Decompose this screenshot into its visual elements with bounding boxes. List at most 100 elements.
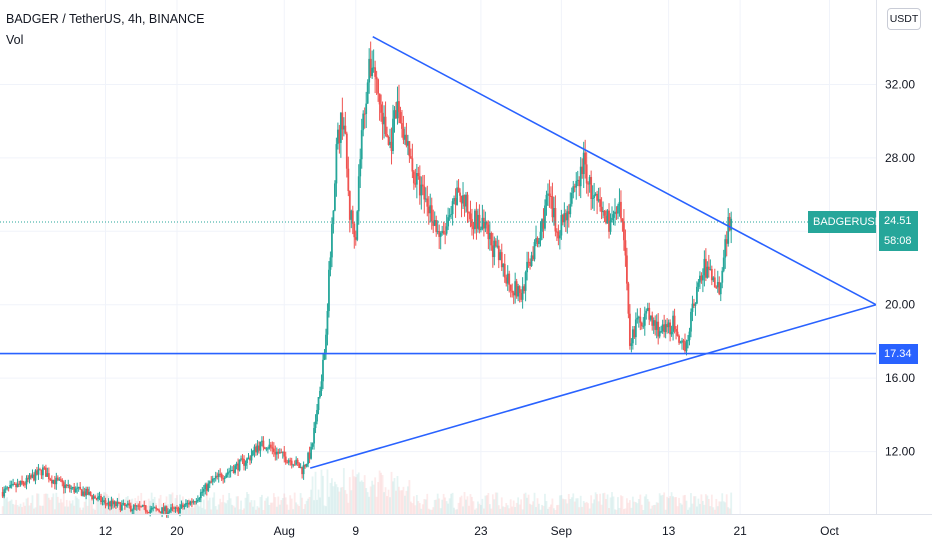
candle-body[interactable] — [193, 501, 196, 503]
candle-body[interactable] — [217, 473, 220, 477]
candle-body[interactable] — [439, 233, 442, 237]
candle-body[interactable] — [347, 168, 350, 192]
candle-body[interactable] — [383, 116, 385, 125]
candle-body[interactable] — [222, 478, 225, 480]
candle-body[interactable] — [371, 67, 374, 77]
candle-body[interactable] — [100, 495, 102, 502]
candle-body[interactable] — [465, 194, 467, 207]
candle-body[interactable] — [700, 275, 703, 281]
candle-body[interactable] — [28, 475, 31, 480]
candle-body[interactable] — [567, 211, 570, 215]
candle-body[interactable] — [305, 463, 308, 467]
candle-body[interactable] — [433, 219, 436, 226]
candle-body[interactable] — [229, 470, 232, 472]
candle-body[interactable] — [59, 479, 62, 481]
candle-body[interactable] — [253, 446, 256, 451]
candle-body[interactable] — [652, 320, 655, 326]
candle-body[interactable] — [561, 215, 564, 223]
candle-body[interactable] — [550, 195, 552, 197]
candle-body[interactable] — [65, 484, 68, 486]
candle-body[interactable] — [265, 448, 268, 450]
candle-body[interactable] — [357, 176, 360, 212]
candle-body[interactable] — [168, 510, 171, 513]
candle-body[interactable] — [684, 342, 686, 352]
candle-body[interactable] — [6, 487, 9, 489]
candle-body[interactable] — [180, 504, 183, 508]
candle-body[interactable] — [564, 213, 567, 221]
candle-body[interactable] — [351, 210, 354, 224]
candle-body[interactable] — [663, 324, 666, 333]
candle-body[interactable] — [353, 223, 356, 238]
candle-body[interactable] — [30, 475, 32, 478]
candle-body[interactable] — [614, 211, 616, 215]
candle-body[interactable] — [660, 331, 663, 333]
candle-body[interactable] — [317, 397, 320, 411]
candle-body[interactable] — [535, 238, 537, 242]
candle-body[interactable] — [491, 245, 494, 258]
candle-body[interactable] — [618, 201, 621, 206]
candle-body[interactable] — [182, 504, 184, 507]
candle-body[interactable] — [690, 311, 692, 332]
candle-body[interactable] — [553, 208, 555, 218]
candle-body[interactable] — [153, 507, 156, 509]
candle-body[interactable] — [146, 511, 149, 513]
candle-body[interactable] — [606, 210, 609, 224]
candle-body[interactable] — [445, 226, 448, 234]
candle-body[interactable] — [688, 331, 691, 341]
candle-body[interactable] — [548, 193, 551, 196]
candle-body[interactable] — [395, 110, 397, 119]
candle-body[interactable] — [682, 340, 685, 343]
candle-body[interactable] — [284, 456, 287, 463]
candle-body[interactable] — [469, 213, 472, 220]
candle-body[interactable] — [314, 421, 317, 429]
candle-body[interactable] — [135, 505, 138, 507]
candle-body[interactable] — [250, 455, 253, 461]
candle-body[interactable] — [599, 199, 601, 207]
candle-body[interactable] — [232, 469, 235, 473]
candle-body[interactable] — [441, 230, 444, 234]
candle-body[interactable] — [74, 488, 77, 493]
candle-body[interactable] — [699, 275, 701, 283]
candle-body[interactable] — [159, 511, 162, 514]
candle-body[interactable] — [417, 173, 420, 177]
candle-body[interactable] — [636, 317, 639, 320]
candle-body[interactable] — [462, 195, 464, 204]
candle-body[interactable] — [280, 452, 283, 454]
candle-body[interactable] — [718, 282, 721, 295]
candle-body[interactable] — [631, 329, 634, 344]
candle-body[interactable] — [518, 286, 521, 293]
candle-body[interactable] — [372, 67, 375, 69]
candle-body[interactable] — [77, 486, 80, 488]
candle-body[interactable] — [281, 451, 284, 453]
trendline-upper[interactable] — [372, 36, 877, 306]
candle-body[interactable] — [721, 270, 724, 283]
candle-body[interactable] — [170, 507, 172, 511]
candle-body[interactable] — [420, 184, 423, 196]
candle-body[interactable] — [86, 488, 89, 495]
candle-body[interactable] — [363, 113, 366, 115]
candle-body[interactable] — [547, 193, 549, 195]
candle-body[interactable] — [36, 470, 38, 475]
candle-body[interactable] — [526, 261, 528, 273]
candle-body[interactable] — [643, 313, 646, 326]
candle-body[interactable] — [21, 480, 23, 483]
candle-body[interactable] — [106, 503, 108, 505]
candle-body[interactable] — [319, 390, 321, 398]
candle-body[interactable] — [651, 315, 654, 326]
candle-body[interactable] — [412, 171, 415, 184]
candle-body[interactable] — [386, 134, 388, 137]
candle-body[interactable] — [332, 210, 335, 225]
candle-body[interactable] — [407, 141, 409, 146]
candle-body[interactable] — [538, 240, 540, 244]
candle-body[interactable] — [703, 258, 706, 276]
candle-body[interactable] — [120, 504, 123, 511]
candle-body[interactable] — [201, 491, 204, 493]
candle-body[interactable] — [326, 311, 329, 335]
candle-body[interactable] — [584, 152, 587, 165]
candle-body[interactable] — [331, 224, 333, 258]
candle-body[interactable] — [605, 215, 607, 224]
candle-body[interactable] — [603, 210, 606, 216]
candle-body[interactable] — [387, 136, 390, 145]
candle-body[interactable] — [509, 284, 512, 291]
candle-body[interactable] — [366, 82, 369, 104]
